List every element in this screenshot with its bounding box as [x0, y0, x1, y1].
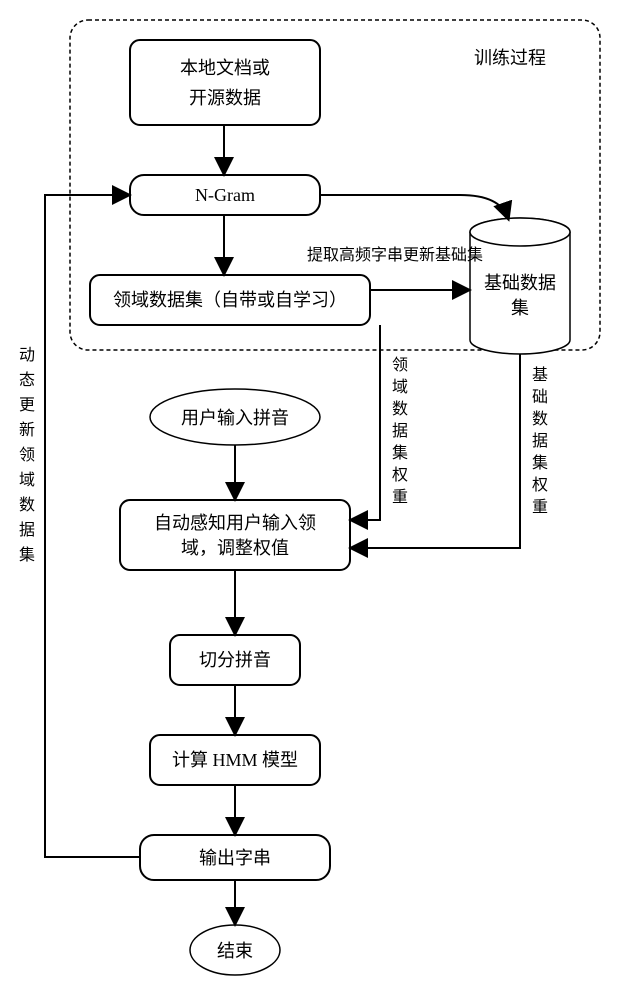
svg-text:新: 新	[19, 421, 35, 439]
svg-text:用户输入拼音: 用户输入拼音	[181, 408, 289, 428]
svg-text:更: 更	[19, 397, 35, 414]
svg-text:输出字串: 输出字串	[199, 848, 271, 868]
svg-text:开源数据: 开源数据	[189, 88, 261, 108]
svg-text:集: 集	[511, 298, 529, 318]
svg-text:据: 据	[532, 432, 548, 450]
svg-text:数: 数	[392, 400, 408, 418]
edge-e3	[320, 195, 508, 218]
svg-text:据: 据	[392, 422, 408, 440]
svg-text:数: 数	[19, 496, 35, 514]
svg-text:自动感知用户输入领: 自动感知用户输入领	[154, 513, 316, 533]
svg-text:态: 态	[19, 371, 35, 389]
svg-text:动: 动	[19, 346, 35, 364]
node-end: 结束	[190, 925, 280, 975]
svg-text:集: 集	[532, 454, 548, 472]
node-output: 输出字串	[140, 835, 330, 880]
svg-text:领: 领	[19, 446, 35, 464]
svg-text:权: 权	[532, 476, 548, 494]
svg-text:域: 域	[392, 378, 408, 396]
node-base-dataset-db: 基础数据 集	[470, 218, 570, 354]
svg-text:重: 重	[532, 498, 548, 516]
svg-text:领域数据集（自带或自学习）: 领域数据集（自带或自学习）	[113, 290, 347, 310]
edge-e7	[352, 354, 520, 548]
edge-e6-label: 领 域 数 据 集 权 重	[392, 356, 408, 506]
svg-text:据: 据	[19, 521, 35, 539]
node-ngram: N-Gram	[130, 175, 320, 215]
svg-text:N-Gram: N-Gram	[195, 185, 255, 205]
svg-text:结束: 结束	[217, 941, 253, 961]
svg-text:本地文档或: 本地文档或	[180, 58, 270, 78]
node-hmm: 计算 HMM 模型	[150, 735, 320, 785]
edge-e4-label: 提取高频字串更新基础集	[307, 246, 483, 264]
svg-text:础: 础	[532, 388, 548, 406]
svg-text:权: 权	[392, 466, 408, 484]
node-domain-dataset: 领域数据集（自带或自学习）	[90, 275, 370, 325]
svg-text:域: 域	[19, 471, 35, 489]
svg-text:切分拼音: 切分拼音	[199, 650, 271, 670]
svg-text:集: 集	[392, 444, 408, 462]
node-local-docs: 本地文档或 开源数据	[130, 40, 320, 125]
node-user-input: 用户输入拼音	[150, 389, 320, 445]
training-region-label: 训练过程	[474, 48, 546, 68]
edge-e7-label: 基 础 数 据 集 权 重	[532, 366, 548, 516]
node-auto-sense: 自动感知用户输入领 域，调整权值	[120, 500, 350, 570]
svg-text:域，调整权值: 域，调整权值	[181, 538, 289, 558]
svg-text:集: 集	[19, 546, 35, 564]
node-split-pinyin: 切分拼音	[170, 635, 300, 685]
svg-text:计算 HMM 模型: 计算 HMM 模型	[172, 750, 298, 770]
edge-e12-label: 动 态 更 新 领 域 数 据 集	[19, 346, 35, 564]
svg-text:重: 重	[392, 488, 408, 506]
edge-e6	[352, 325, 380, 520]
svg-text:领: 领	[392, 356, 408, 374]
svg-text:基础数据: 基础数据	[484, 273, 556, 293]
svg-text:基: 基	[532, 366, 548, 384]
svg-text:数: 数	[532, 410, 548, 428]
